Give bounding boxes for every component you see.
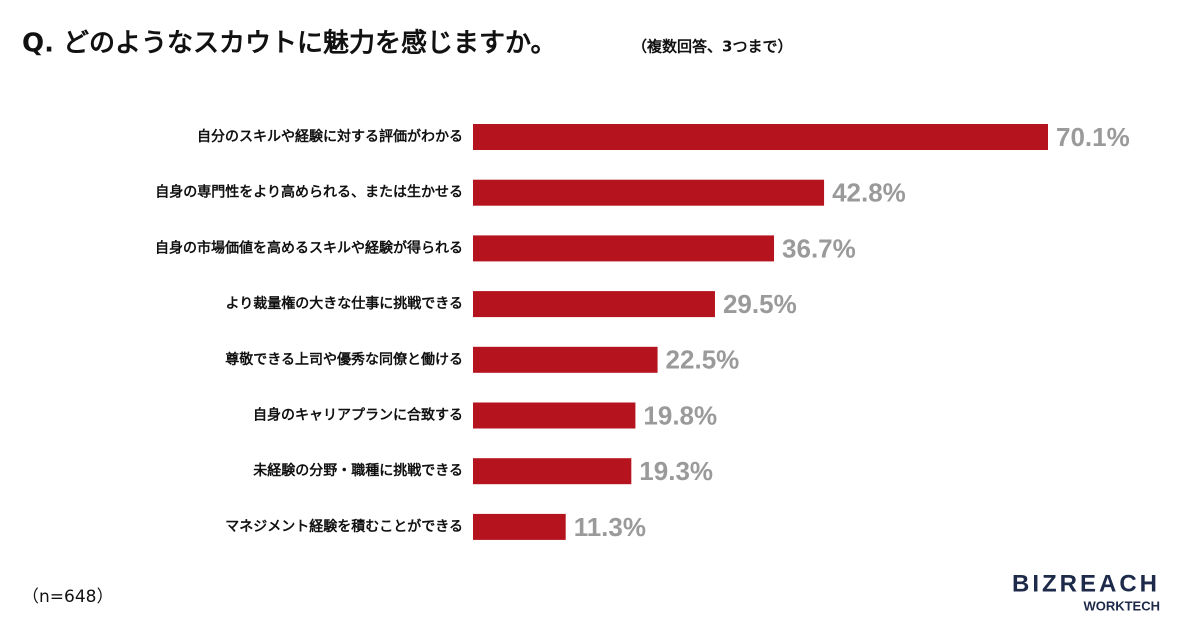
value-label: 19.3%	[639, 456, 713, 486]
bar	[473, 235, 775, 262]
value-label: 70.1%	[1056, 122, 1130, 152]
category-label: 未経験の分野・職種に挑戦できる	[253, 462, 463, 479]
value-label: 36.7%	[782, 233, 856, 263]
bar	[473, 346, 658, 373]
category-label: 自分のスキルや経験に対する評価がわかる	[197, 128, 463, 145]
bar	[473, 458, 632, 485]
value-label: 22.5%	[666, 345, 740, 375]
category-label: 自身の専門性をより高められる、または生かせる	[155, 184, 463, 201]
chart-title: Q. どのようなスカウトに魅力を感じますか。	[22, 28, 557, 59]
category-label: 自身のキャリアプランに合致する	[253, 407, 463, 424]
logo-brand: BIZREACH	[1012, 570, 1160, 597]
bar	[473, 513, 566, 540]
bar	[473, 124, 1048, 150]
chart-subtitle: （複数回答、3つまで）	[632, 38, 792, 56]
value-label: 19.8%	[643, 400, 717, 430]
logo-product: WORKTECH	[1083, 598, 1160, 613]
category-label: 自身の市場価値を高めるスキルや経験が得られる	[155, 239, 463, 256]
category-label: マネジメント経験を積むことができる	[225, 518, 463, 535]
category-label: より裁量権の大きな仕事に挑戦できる	[226, 295, 463, 312]
value-label: 42.8%	[832, 178, 906, 208]
value-label: 29.5%	[723, 289, 797, 319]
sample-note: （n=648）	[22, 587, 113, 607]
category-label: 尊敬できる上司や優秀な同僚と働ける	[225, 351, 463, 368]
value-label: 11.3%	[574, 512, 646, 542]
bar	[473, 179, 825, 206]
bar	[473, 291, 715, 318]
bar	[473, 402, 636, 429]
